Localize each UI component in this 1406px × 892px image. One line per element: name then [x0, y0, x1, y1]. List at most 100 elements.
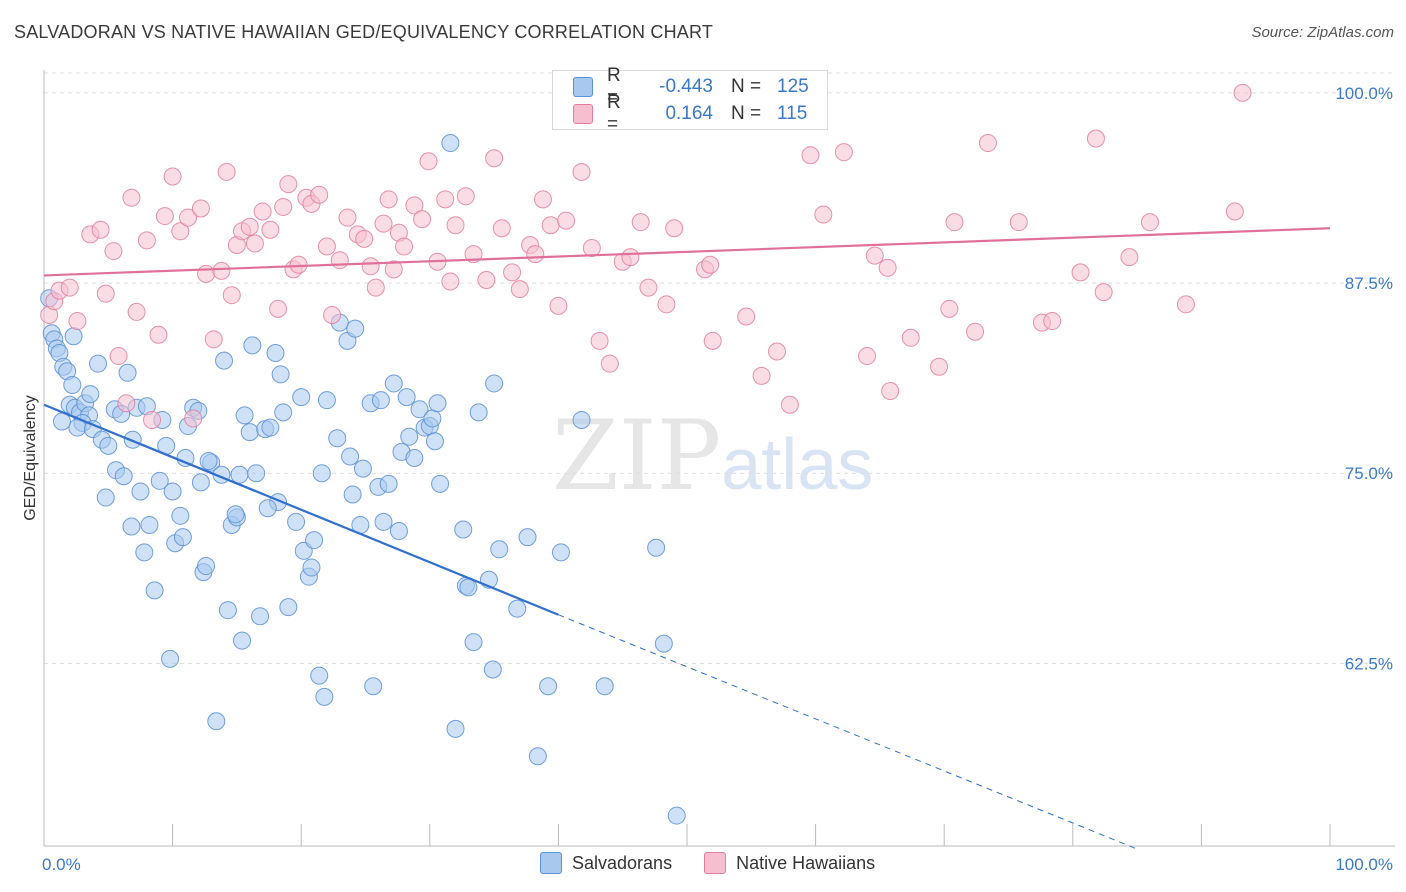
- data-point: [518, 528, 537, 547]
- data-point: [302, 558, 321, 577]
- data-point: [533, 190, 552, 209]
- series-swatch-salvadorans: [540, 852, 562, 874]
- data-point: [150, 471, 169, 490]
- series-swatch-native-hawaiians: [704, 852, 727, 874]
- data-point: [413, 210, 432, 229]
- series-legend-native-hawaiians[interactable]: Native Hawaiians: [704, 852, 875, 874]
- data-point: [639, 278, 658, 297]
- tick-labels: 62.5% 75.0% 87.5% 100.0% 0.0% 100.0% GED/Equiv…: [22, 84, 1393, 874]
- data-point: [492, 219, 511, 238]
- data-point: [464, 245, 483, 264]
- data-point: [930, 357, 949, 376]
- data-point: [441, 272, 460, 291]
- data-point: [292, 388, 311, 407]
- data-point: [114, 467, 133, 486]
- data-point: [485, 374, 504, 393]
- data-point: [317, 391, 336, 410]
- data-point: [63, 375, 82, 394]
- data-point: [207, 712, 226, 731]
- data-point: [595, 677, 614, 696]
- series-salvadorans: [40, 134, 686, 825]
- data-point: [1009, 213, 1028, 232]
- data-point: [261, 418, 280, 437]
- data-point: [551, 543, 570, 562]
- y-tick-label: 100.0%: [1335, 84, 1393, 103]
- data-point: [323, 305, 342, 324]
- series-label-salvadorans: Salvadorans: [572, 852, 673, 873]
- data-point: [171, 222, 190, 241]
- series-native-hawaiians: [40, 83, 1252, 429]
- data-point: [752, 366, 771, 385]
- data-point: [431, 474, 450, 493]
- data-point: [510, 280, 529, 299]
- data-point: [834, 143, 853, 162]
- legend-n-label: N =: [731, 103, 762, 124]
- legend-n-label: N =: [731, 76, 762, 97]
- data-point: [251, 607, 270, 626]
- data-point: [287, 512, 306, 531]
- data-point: [269, 299, 288, 318]
- data-point: [145, 581, 164, 600]
- legend-n-value: 115: [777, 103, 808, 124]
- data-point: [389, 522, 408, 541]
- data-point: [423, 409, 442, 428]
- data-point: [191, 473, 210, 492]
- data-point: [197, 264, 216, 283]
- data-point: [184, 409, 203, 428]
- data-point: [446, 216, 465, 235]
- series-legend: Salvadorans Native Hawaiians: [540, 852, 907, 874]
- y-tick-label: 75.0%: [1345, 464, 1393, 483]
- data-point: [197, 557, 216, 576]
- data-point: [204, 330, 223, 349]
- data-point: [355, 229, 374, 248]
- data-point: [217, 162, 236, 181]
- data-point: [469, 403, 488, 422]
- data-point: [218, 601, 237, 620]
- data-point: [1094, 283, 1113, 302]
- data-point: [582, 239, 601, 258]
- legend-r-value: 0.164: [665, 103, 713, 124]
- data-point: [226, 505, 245, 524]
- data-point: [163, 482, 182, 501]
- data-point: [96, 284, 115, 303]
- chart-title: SALVADORAN VS NATIVE HAWAIIAN GED/EQUIVA…: [14, 22, 714, 42]
- data-point: [978, 134, 997, 153]
- data-point: [279, 175, 298, 194]
- data-point: [526, 245, 545, 264]
- trend-line-extension: [558, 614, 1138, 850]
- data-point: [366, 278, 385, 297]
- data-point: [737, 307, 756, 326]
- y-tick-label: 87.5%: [1345, 274, 1393, 293]
- data-point: [60, 278, 79, 297]
- data-point: [341, 447, 360, 466]
- data-point: [410, 400, 429, 419]
- x-tick-label-right: 100.0%: [1335, 855, 1393, 874]
- data-point: [425, 432, 444, 451]
- data-point: [149, 325, 168, 344]
- legend-n-value: 125: [777, 76, 809, 97]
- data-point: [1140, 213, 1159, 232]
- trend-line: [43, 227, 1331, 277]
- data-point: [814, 205, 833, 224]
- data-point: [243, 336, 262, 355]
- data-point: [528, 747, 547, 766]
- data-point: [315, 687, 334, 706]
- data-point: [572, 410, 591, 429]
- series-legend-salvadorans[interactable]: Salvadorans: [540, 852, 672, 874]
- data-point: [163, 167, 182, 186]
- trend-lines: [43, 227, 1331, 850]
- data-point: [118, 363, 137, 382]
- data-point: [173, 528, 192, 547]
- data-point: [215, 351, 234, 370]
- legend-r-label: R =: [607, 92, 621, 135]
- data-point: [966, 322, 985, 341]
- data-point: [199, 452, 218, 471]
- data-point: [310, 666, 329, 685]
- data-point: [135, 543, 154, 562]
- data-point: [240, 217, 259, 236]
- data-point: [483, 660, 502, 679]
- data-point: [338, 208, 357, 227]
- data-point: [96, 488, 115, 507]
- data-point: [364, 677, 383, 696]
- grid-lines: [44, 72, 1395, 664]
